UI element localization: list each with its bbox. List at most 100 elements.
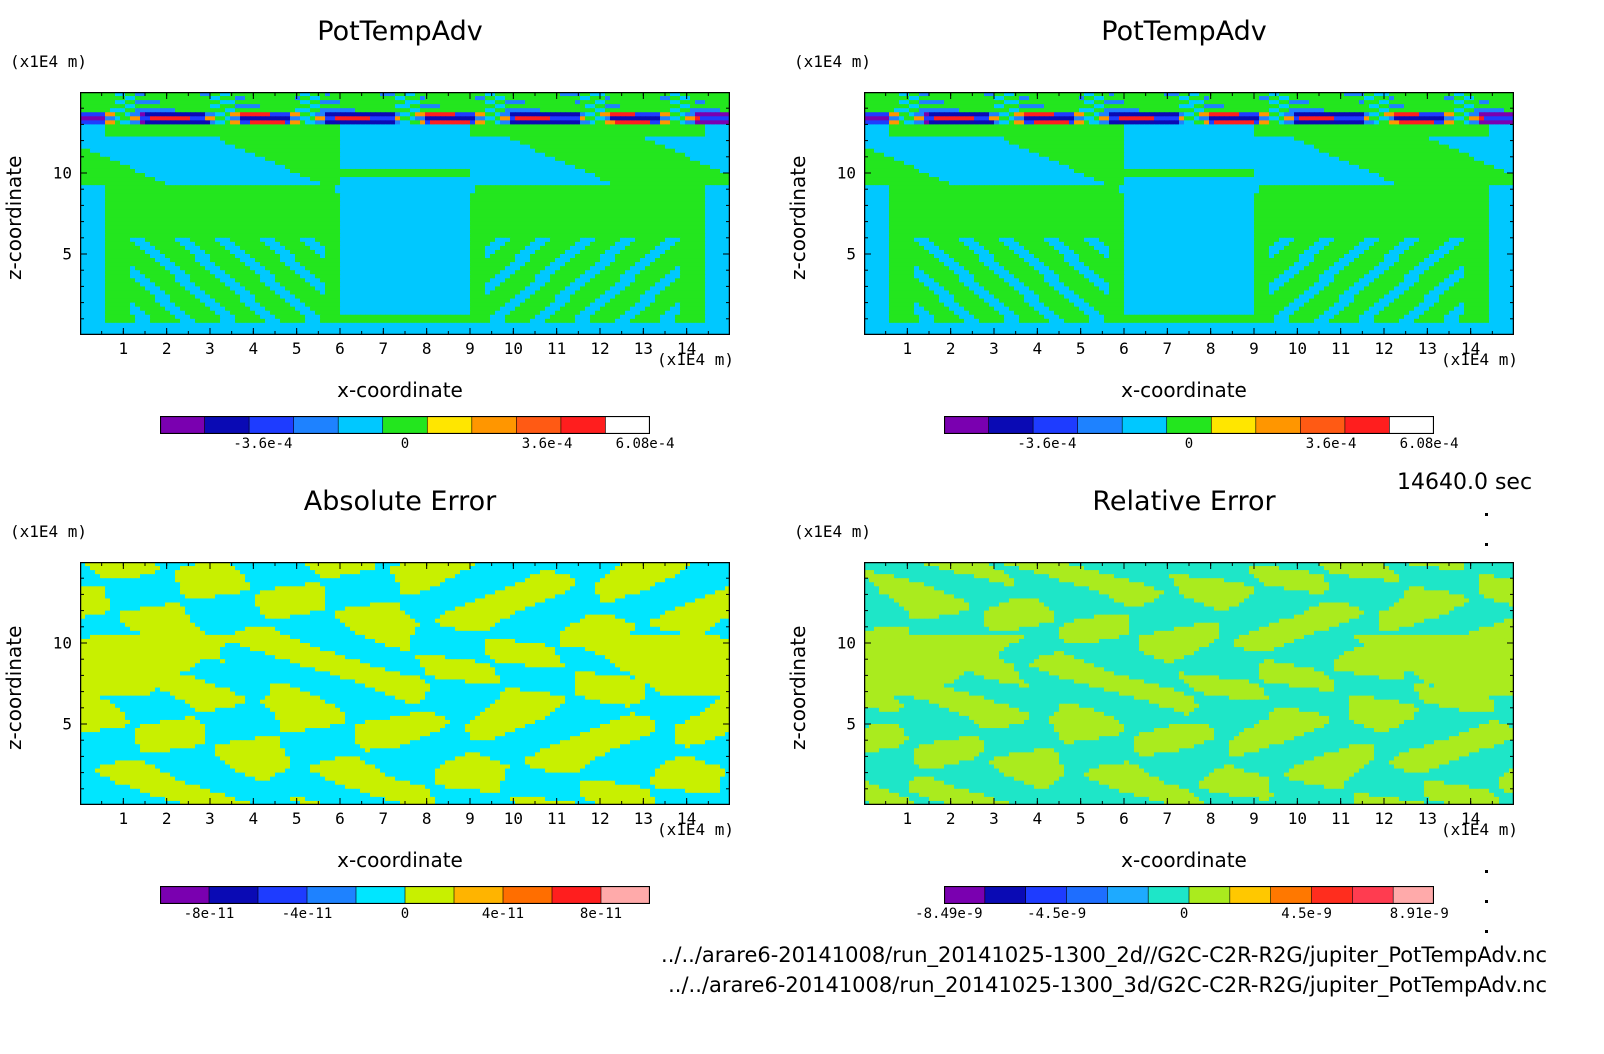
heatmap-cell <box>85 168 91 174</box>
heatmap-cell <box>425 104 431 109</box>
heatmap-cell <box>170 205 176 211</box>
heatmap-cell <box>140 148 146 154</box>
heatmap-cell <box>625 116 631 121</box>
heatmap-cell <box>120 185 126 190</box>
heatmap-cell <box>100 144 106 150</box>
heatmap-cell <box>465 168 471 174</box>
heatmap-cell <box>550 148 556 154</box>
heatmap-cell <box>500 160 506 166</box>
heatmap-cell <box>155 132 161 138</box>
heatmap-cell <box>615 144 621 150</box>
heatmap-cell <box>415 140 421 146</box>
heatmap-cell <box>240 168 246 174</box>
heatmap-cell <box>470 233 476 239</box>
heatmap-cell <box>110 237 116 243</box>
heatmap-cell <box>445 156 451 162</box>
heatmap-cell <box>455 136 461 142</box>
heatmap-cell <box>455 108 461 113</box>
heatmap-cell <box>345 168 351 174</box>
heatmap-cell <box>560 124 566 130</box>
heatmap-cell <box>615 148 621 154</box>
heatmap-cell <box>460 173 466 178</box>
heatmap-cell <box>95 168 101 174</box>
heatmap-cell <box>485 189 491 194</box>
heatmap-cell <box>190 213 196 219</box>
heatmap-cell <box>325 160 331 166</box>
heatmap-cell <box>595 128 601 134</box>
heatmap-cell <box>405 221 411 227</box>
heatmap-cell <box>370 205 376 211</box>
heatmap-cell <box>200 213 206 219</box>
heatmap-cell <box>500 128 506 134</box>
heatmap-cell <box>155 201 161 206</box>
heatmap-cell <box>255 112 261 117</box>
heatmap-cell <box>710 229 716 235</box>
heatmap-cell <box>120 136 126 142</box>
heatmap-cell <box>360 160 366 166</box>
heatmap-cell <box>535 185 541 190</box>
heatmap-cell <box>215 177 221 182</box>
heatmap-cell <box>500 221 506 227</box>
heatmap-cell <box>585 104 591 109</box>
heatmap-cell <box>385 189 391 194</box>
heatmap-cell <box>570 201 576 206</box>
heatmap-cell <box>700 185 706 190</box>
heatmap-cell <box>115 128 121 134</box>
heatmap-cell <box>440 100 446 105</box>
heatmap-cell <box>535 100 541 105</box>
heatmap-cell <box>360 217 366 223</box>
heatmap-cell <box>510 92 516 97</box>
heatmap-cell <box>125 177 131 182</box>
heatmap-cell <box>580 237 586 243</box>
heatmap-cell <box>440 96 446 101</box>
heatmap-cell <box>605 185 611 190</box>
heatmap-cell <box>350 96 356 101</box>
heatmap-cell <box>205 197 211 202</box>
heatmap-cell <box>95 128 101 134</box>
heatmap-cell <box>310 245 316 251</box>
heatmap-cell <box>165 213 171 219</box>
heatmap-cell <box>505 193 511 198</box>
heatmap-cell <box>560 92 566 97</box>
heatmap-cell <box>505 152 511 158</box>
heatmap-cell <box>230 92 236 97</box>
heatmap-cell <box>80 177 86 182</box>
heatmap-cell <box>565 132 571 138</box>
heatmap-cell <box>175 104 181 109</box>
heatmap-cell <box>695 225 701 231</box>
heatmap-cell <box>540 108 546 113</box>
heatmap-cell <box>190 233 196 239</box>
heatmap-cell <box>455 148 461 154</box>
heatmap-cell <box>300 156 306 162</box>
heatmap-cell <box>350 225 356 231</box>
heatmap-cell <box>670 156 676 162</box>
heatmap-cell <box>530 209 536 215</box>
heatmap-cell <box>500 120 506 125</box>
heatmap-cell <box>365 120 371 125</box>
heatmap-cell <box>195 104 201 109</box>
heatmap-cell <box>210 92 216 97</box>
heatmap-cell <box>545 108 551 113</box>
heatmap-cell <box>500 112 506 117</box>
heatmap-cell <box>405 233 411 239</box>
heatmap-cell <box>685 173 691 178</box>
heatmap-cell <box>440 104 446 109</box>
heatmap-cell <box>580 96 586 101</box>
heatmap-cell <box>650 124 656 130</box>
heatmap-cell <box>575 177 581 182</box>
heatmap-cell <box>155 164 161 170</box>
heatmap-cell <box>490 233 496 239</box>
heatmap-cell <box>555 217 561 223</box>
heatmap-cell <box>515 185 521 190</box>
heatmap-cell <box>125 132 131 138</box>
heatmap-cell <box>620 136 626 142</box>
heatmap-cell <box>355 205 361 211</box>
heatmap-cell <box>290 201 296 206</box>
heatmap-cell <box>510 112 516 117</box>
heatmap-cell <box>705 197 711 202</box>
heatmap-cell <box>645 177 651 182</box>
heatmap-cell <box>540 100 546 105</box>
heatmap-cell <box>330 197 336 202</box>
heatmap-cell <box>510 197 516 202</box>
heatmap-cell <box>320 152 326 158</box>
